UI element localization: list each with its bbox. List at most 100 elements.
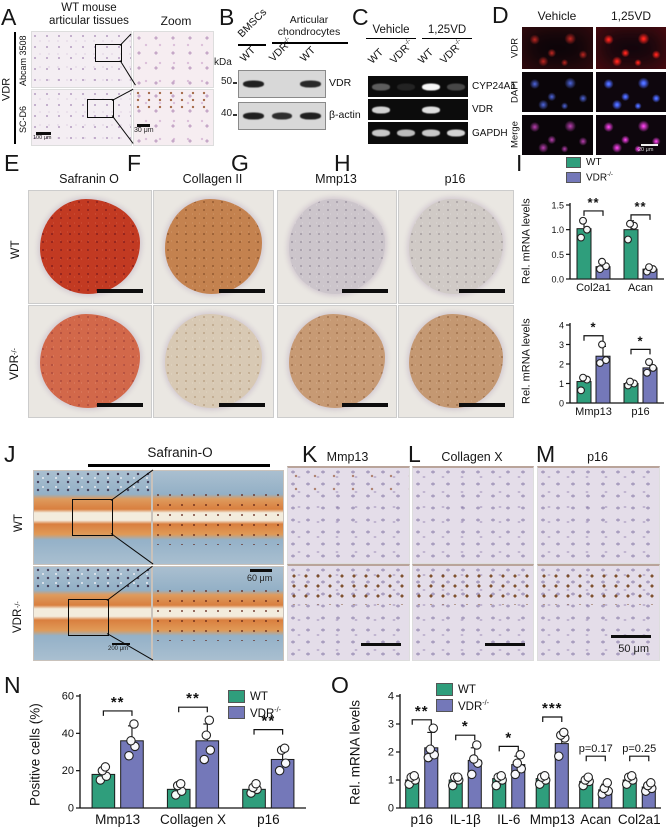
svg-text:Mmp13: Mmp13: [95, 812, 140, 827]
panel-e-ko-image: [28, 305, 152, 418]
panel-d-scale-text: 20 μm: [638, 147, 654, 153]
panel-j-ko-zoom-image: [152, 566, 284, 661]
panel-h-letter: H: [334, 150, 351, 176]
scale-bar: [97, 289, 143, 293]
panel-j-title: Safranin-O: [147, 445, 213, 460]
panel-m-wt-image: [537, 466, 660, 564]
panel-d-dapi-vehicle-image: [522, 72, 593, 112]
panel-i-letter: I: [516, 150, 523, 176]
panel-a-letter: A: [1, 4, 17, 30]
legend-wt-row: WT: [566, 157, 613, 168]
scale-bar: [112, 643, 130, 645]
panel-a-row2-label: SC-D6: [18, 105, 28, 133]
panel-c-lane-1: WT: [365, 46, 386, 67]
gel-band: [243, 80, 264, 88]
panel-b-vdr-blot: [238, 70, 326, 98]
panel-c-cond2-label: 1,25VD: [422, 24, 472, 40]
svg-text:0: 0: [68, 803, 74, 815]
scale-bar: [97, 403, 143, 407]
panel-g-letter: G: [231, 150, 249, 176]
panel-l-letter: L: [408, 441, 421, 467]
panel-f-title: Collagen II: [182, 172, 243, 186]
group-underline: [238, 44, 266, 46]
gel-band: [446, 83, 465, 90]
panel-o-chart: 0 1 2 3 4 ** p16 * IL-1β * IL-6 *** Mmp13 p=0.17 Acan p…: [370, 680, 667, 830]
panel-j-scale-zoom-text: 60 μm: [247, 573, 273, 583]
gel-band: [446, 129, 465, 137]
pellet: [288, 198, 386, 295]
pellet: [409, 198, 503, 295]
ko-swatch: [436, 699, 453, 713]
scale-bar: [641, 144, 658, 146]
panel-d-letter: D: [492, 2, 509, 28]
svg-text:0.5: 0.5: [551, 250, 564, 260]
stain-texture: [538, 570, 659, 605]
ko-swatch: [228, 706, 245, 720]
legend-wt-row: WT: [228, 690, 281, 703]
panel-b-actin-blot: [238, 102, 326, 130]
panel-m-letter: M: [536, 441, 556, 467]
panel-j-wt-zoom-image: [152, 470, 284, 565]
svg-text:1.0: 1.0: [551, 225, 564, 235]
panel-b-band2-label: β-actin: [329, 109, 361, 121]
panel-k-ko-image: [287, 564, 410, 661]
panel-c-gapdh-gel: [368, 122, 468, 144]
svg-text:Collagen X: Collagen X: [160, 812, 226, 827]
svg-text:p16: p16: [631, 406, 649, 418]
panel-o-letter: O: [331, 672, 349, 698]
panel-i-top-ylabel: Rel. mRNA levels: [520, 198, 533, 284]
legend-ko-row: VDR-/-: [436, 699, 489, 713]
scale-bar: [219, 289, 265, 293]
group-underline: [272, 42, 348, 44]
svg-text:1: 1: [559, 379, 564, 389]
legend-ko-label: VDR-/-: [458, 699, 490, 713]
stain-texture: [134, 90, 213, 111]
panel-c-lane-2: VDR-/-: [387, 37, 413, 67]
svg-text:4: 4: [388, 691, 394, 703]
svg-text:IL-1β: IL-1β: [450, 812, 481, 827]
panel-a-title: WT mouse articular tissues: [49, 2, 129, 28]
panel-h-wt-image: [398, 190, 514, 304]
panel-a-row1-label: Abcam 3508: [18, 35, 28, 86]
svg-text:Mmp13: Mmp13: [575, 406, 612, 418]
panel-l-title: Collagen X: [441, 450, 503, 464]
scale-bar: [459, 403, 505, 407]
panel-a-zoom-title: Zoom: [160, 14, 192, 28]
bone-texture: [34, 471, 151, 495]
panel-a-zoom-scale-text: 30 μm: [134, 127, 154, 134]
panel-j-inset-box-1: [72, 499, 113, 536]
panel-j-inset-box-2: [68, 599, 109, 636]
legend-wt-row: WT: [436, 683, 489, 696]
panel-c-lane-4: VDR-/-: [437, 37, 463, 67]
legend-ko-row: VDR-/-: [228, 706, 281, 720]
panel-a-abcam-image: [31, 31, 132, 88]
panel-i-legend: WT VDR-/-: [566, 157, 613, 186]
legend-wt-label: WT: [458, 683, 476, 696]
panel-c-letter: C: [352, 4, 369, 30]
gel-band: [371, 129, 390, 137]
panel-g-ko-image: [277, 305, 397, 418]
panel-o-ylabel: Rel. mRNA levels: [347, 699, 363, 805]
panel-b-lane-2: VDR-/-: [266, 35, 292, 65]
panel-k-wt-image: [287, 466, 410, 564]
svg-text:*: *: [637, 333, 643, 348]
gel-band: [243, 112, 264, 120]
panel-a-bracket-line: [14, 32, 16, 144]
svg-text:3: 3: [388, 719, 394, 731]
stain-texture: [413, 570, 533, 605]
svg-text:20: 20: [62, 765, 74, 777]
stain-texture: [288, 570, 409, 605]
wt-swatch: [436, 683, 453, 696]
scale-bar: [36, 132, 51, 135]
panel-a-group-label: VDR: [0, 77, 13, 101]
wt-swatch: [566, 157, 581, 168]
svg-text:**: **: [186, 690, 200, 707]
scale-bar: [219, 403, 265, 407]
nuclei-texture: [153, 587, 283, 642]
svg-text:Acan: Acan: [580, 812, 611, 827]
panel-j-scale-low-text: 200 μm: [108, 646, 129, 652]
panel-a-inset-box-1: [95, 44, 122, 62]
svg-text:40: 40: [62, 728, 74, 740]
legend-ko-row: VDR-/-: [566, 171, 613, 183]
